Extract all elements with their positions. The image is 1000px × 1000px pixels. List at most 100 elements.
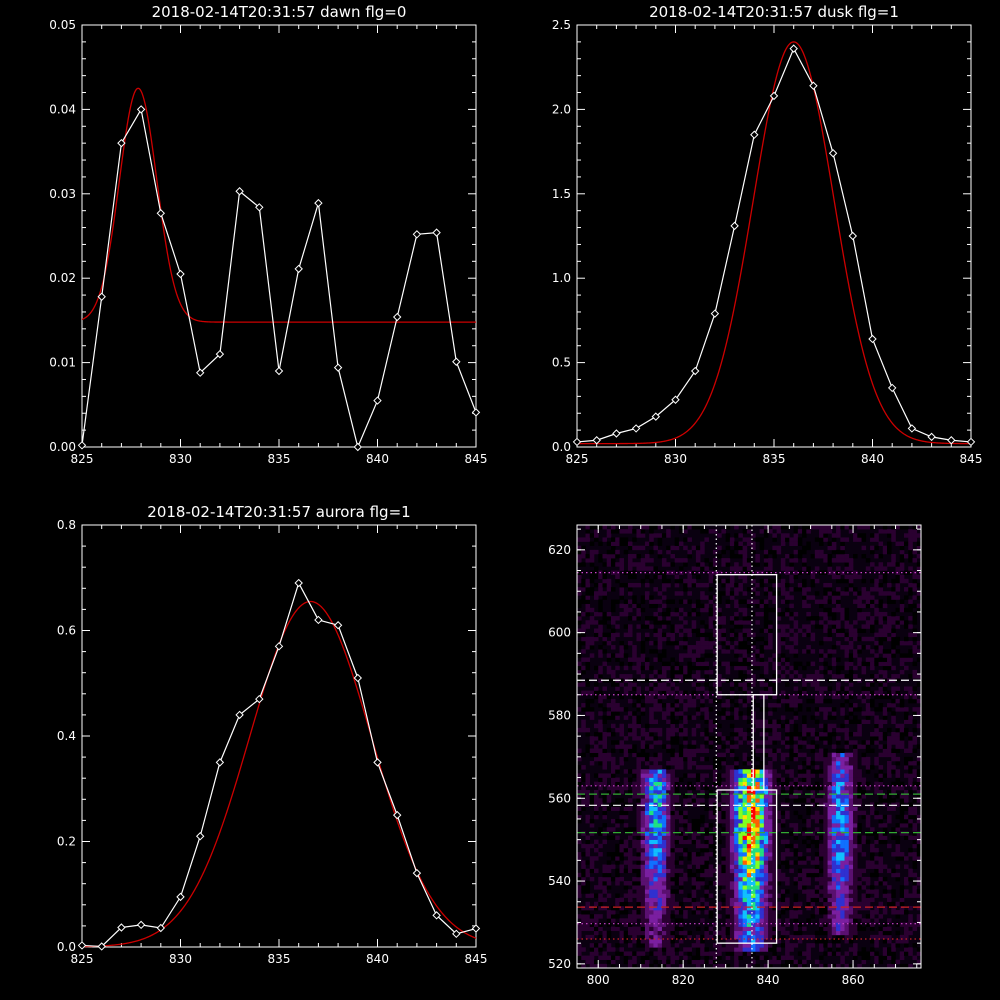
heatmap-cell (768, 947, 773, 952)
heatmap-cell (853, 943, 858, 948)
heatmap-cell (644, 955, 650, 961)
heatmap-cell (734, 694, 739, 700)
heatmap-cell (768, 591, 773, 596)
heatmap-cell (865, 823, 871, 828)
heatmap-cell (734, 814, 739, 820)
heatmap-cell (755, 955, 760, 961)
heatmap-cell (577, 727, 582, 733)
heatmap-cell (615, 922, 620, 927)
heatmap-cell (678, 860, 684, 865)
heatmap-cell (623, 674, 629, 679)
heatmap-cell (640, 847, 646, 853)
aurora-data-point (452, 929, 461, 939)
heatmap-cell (585, 587, 591, 592)
heatmap-cell (806, 777, 811, 782)
heatmap-cell (806, 889, 811, 894)
heatmap-cell (848, 901, 854, 907)
aurora-data-point (333, 621, 343, 630)
heatmap-cell (853, 852, 858, 857)
heatmap-cell (734, 665, 739, 671)
heatmap-cell (687, 698, 692, 704)
heatmap-cell (780, 582, 786, 588)
dawn-ytick-label: 0.05 (49, 18, 76, 32)
heatmap-cell (640, 694, 646, 700)
heatmap-cell (610, 959, 616, 965)
heatmap-cell (814, 818, 820, 824)
heatmap-cell (823, 897, 828, 903)
heatmap-cell (687, 951, 692, 956)
heatmap-cell (755, 897, 760, 903)
heatmap-cell (700, 603, 705, 609)
heatmap-cell (819, 649, 824, 654)
heatmap-cell (763, 777, 769, 782)
heatmap-cell (874, 773, 879, 778)
heatmap-cell (577, 669, 582, 675)
heatmap-cell (657, 963, 663, 969)
heatmap-cell (653, 881, 658, 886)
heatmap-cell (657, 827, 663, 832)
heatmap-cell (623, 632, 629, 638)
heatmap-cell (806, 570, 811, 575)
heatmap-cell (602, 814, 608, 820)
heatmap-cell (827, 872, 833, 878)
heatmap-cell (674, 847, 680, 853)
heatmap-cell (734, 955, 739, 961)
heatmap-cell (742, 566, 748, 571)
heatmap-cell (640, 963, 646, 969)
heatmap-cell (861, 781, 867, 787)
heatmap-cell (742, 756, 748, 762)
dusk-ytick-label: 0.5 (552, 356, 571, 370)
heatmap-cell (577, 818, 582, 824)
heatmap-cell (619, 640, 625, 646)
dawn-xtick-label: 825 (71, 452, 94, 466)
heatmap-cell (772, 756, 777, 762)
heatmap-cell (674, 814, 680, 820)
heatmap-cell (674, 707, 680, 712)
heatmap-cell (840, 885, 845, 890)
heatmap-cell (759, 707, 765, 712)
heatmap-cell (657, 839, 663, 845)
heatmap-cell (827, 760, 833, 766)
heatmap-cell (627, 632, 633, 638)
heatmap-cell (861, 578, 867, 584)
heatmap-cell (615, 578, 620, 584)
heatmap-cell (848, 947, 854, 952)
heatmap-cell (840, 860, 845, 865)
heatmap-cell (721, 856, 726, 861)
heatmap-cell (632, 951, 637, 956)
heatmap-cell (848, 657, 854, 662)
heatmap-cell (780, 525, 786, 530)
heatmap-cell (661, 893, 667, 898)
heatmap-cell (674, 802, 680, 807)
heatmap-cell (636, 636, 642, 642)
heatmap-cell (661, 669, 667, 675)
heatmap-cell (670, 632, 675, 638)
heatmap-cell (602, 636, 608, 642)
heatmap-cell (802, 740, 807, 745)
heatmap-cell (759, 649, 765, 654)
heatmap-cell (785, 897, 790, 903)
heatmap-cell (848, 897, 854, 903)
heatmap-cell (806, 835, 811, 840)
heatmap-cell (670, 611, 675, 617)
heatmap-cell (785, 723, 790, 729)
heatmap-cell (606, 578, 612, 584)
heatmap-cell (823, 893, 828, 898)
heatmap-cell (636, 835, 642, 840)
heatmap-cell (687, 773, 692, 778)
heatmap-cell (606, 582, 612, 588)
heatmap-cell (683, 537, 688, 542)
heatmap-cell (636, 719, 642, 725)
heatmap-cell (661, 963, 667, 969)
heatmap-cell (615, 955, 620, 961)
heatmap-cell (742, 732, 748, 737)
heatmap-cell (657, 831, 663, 836)
heatmap-cell (789, 537, 794, 542)
heatmap-cell (738, 732, 743, 737)
heatmap-cell (738, 939, 743, 944)
heatmap-cell (636, 951, 642, 956)
heatmap-cell (695, 632, 701, 638)
heatmap-cell (819, 748, 824, 754)
heatmap-cell (823, 939, 828, 944)
heatmap-cell (827, 553, 833, 559)
